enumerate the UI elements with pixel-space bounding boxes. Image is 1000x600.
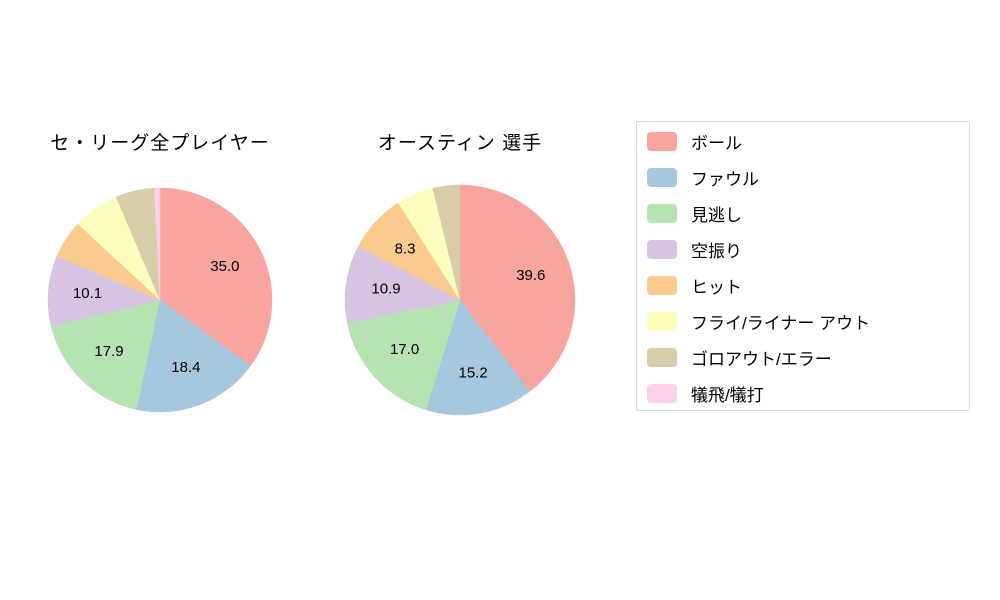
- right-pie-title: オースティン 選手: [377, 133, 543, 154]
- pie-slice: [47, 255, 161, 327]
- pie-slice-value-label: 17.0: [390, 341, 419, 358]
- left-pie-chart: 35.0 18.4 17.9 10.1: [47, 187, 273, 413]
- legend-item: ヒット: [637, 267, 969, 303]
- legend-swatch: [647, 311, 677, 331]
- legend-label: 見逃し: [691, 205, 742, 225]
- pie-slice: [425, 299, 531, 416]
- pie-slice-value-label: 15.2: [458, 365, 487, 382]
- pie-slice: [135, 299, 251, 413]
- legend-swatch: [647, 275, 677, 295]
- pie-slice-value-label: 17.9: [94, 343, 123, 360]
- pie-slice-value-label: 18.4: [171, 359, 200, 376]
- right-pie-chart: 39.6 15.2 17.0 10.9 8.3: [344, 184, 576, 416]
- legend-item: フライ/ライナー アウト: [637, 303, 969, 339]
- pie-slice-value-label: 39.6: [516, 267, 545, 284]
- legend-swatch: [647, 203, 677, 223]
- legend-label: ボール: [691, 133, 742, 153]
- legend-swatch: [647, 239, 677, 259]
- legend-swatch: [647, 347, 677, 367]
- legend-item: ボール: [637, 123, 969, 159]
- legend-label: フライ/ライナー アウト: [691, 313, 871, 333]
- legend-item: 空振り: [637, 231, 969, 267]
- pie-slice-value-label: 8.3: [395, 240, 416, 257]
- legend-swatch: [647, 167, 677, 187]
- legend-label: ヒット: [691, 277, 742, 297]
- legend-label: 犠飛/犠打: [691, 385, 764, 405]
- pie-slice: [154, 187, 161, 301]
- pie-slice-value-label: 10.1: [73, 285, 102, 302]
- legend-item: ゴロアウト/エラー: [637, 339, 969, 375]
- left-pie-title: セ・リーグ全プレイヤー: [50, 133, 270, 154]
- legend-label: ゴロアウト/エラー: [691, 349, 832, 369]
- legend-label: ファウル: [691, 169, 759, 189]
- legend-item: ファウル: [637, 159, 969, 195]
- legend-swatch: [647, 383, 677, 403]
- pie-slice: [459, 184, 576, 392]
- pie-slice: [347, 299, 461, 411]
- pie-slice: [432, 184, 461, 301]
- pie-slice: [344, 246, 461, 324]
- legend-swatch: [647, 131, 677, 151]
- pie-slice: [159, 187, 273, 367]
- legend: ボール ファウル 見逃し 空振り ヒット フライ/ライナー アウト ゴロアウト/…: [636, 121, 970, 411]
- legend-item: 犠飛/犠打: [637, 375, 969, 411]
- legend-item: 見逃し: [637, 195, 969, 231]
- pie-slice-value-label: 10.9: [371, 280, 400, 297]
- pie-slice: [50, 299, 161, 410]
- legend-label: 空振り: [691, 241, 742, 261]
- pie-slice-value-label: 35.0: [210, 258, 239, 275]
